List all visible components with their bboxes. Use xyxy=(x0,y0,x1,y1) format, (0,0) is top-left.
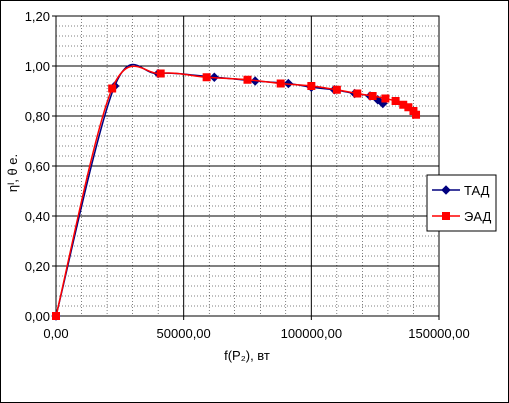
major-grid xyxy=(56,16,439,316)
data-point xyxy=(391,97,400,105)
y-tick-labels: 0,00 0,20 0,40 0,60 0,80 1,00 1,20 xyxy=(25,9,56,324)
data-point xyxy=(276,79,285,88)
data-point xyxy=(243,75,252,84)
legend-label: ЭАД xyxy=(464,209,491,224)
y-axis-title: ηᴵ, θ e. xyxy=(5,154,20,192)
data-point xyxy=(108,84,117,93)
y-tick-label: 0,40 xyxy=(25,209,50,224)
x-tick-label: 150000,00 xyxy=(408,326,469,341)
series-layer xyxy=(51,63,421,321)
y-tick-label: 0,60 xyxy=(25,159,50,174)
y-tick-label: 0,00 xyxy=(25,309,50,324)
legend-marker xyxy=(441,185,451,195)
legend-marker xyxy=(442,212,450,220)
data-point xyxy=(412,110,421,119)
data-point xyxy=(307,82,316,90)
data-point xyxy=(332,85,341,94)
data-point xyxy=(156,69,165,78)
y-tick-label: 1,20 xyxy=(25,9,50,24)
data-point xyxy=(368,92,377,100)
x-tick-labels: 0,00 50000,00 100000,00 150000,00 xyxy=(43,316,470,341)
series-ead xyxy=(52,65,421,320)
legend-label: ТАД xyxy=(464,183,490,198)
legend-item: ЭАД xyxy=(432,209,491,224)
y-tick-label: 0,80 xyxy=(25,109,50,124)
y-tick-label: 1,00 xyxy=(25,59,50,74)
data-point xyxy=(353,89,362,98)
legend-item: ТАД xyxy=(432,183,490,198)
y-tick-label: 0,20 xyxy=(25,259,50,274)
x-tick-label: 100000,00 xyxy=(281,326,342,341)
data-point xyxy=(381,94,390,103)
x-tick-label: 50000,00 xyxy=(157,326,211,341)
legend: ТАД ЭАД xyxy=(426,174,497,232)
data-point xyxy=(202,73,211,82)
x-tick-label: 0,00 xyxy=(43,326,68,341)
x-axis-title: f(P₂), вт xyxy=(224,348,270,363)
data-point xyxy=(52,312,60,320)
legend-box xyxy=(426,174,497,232)
